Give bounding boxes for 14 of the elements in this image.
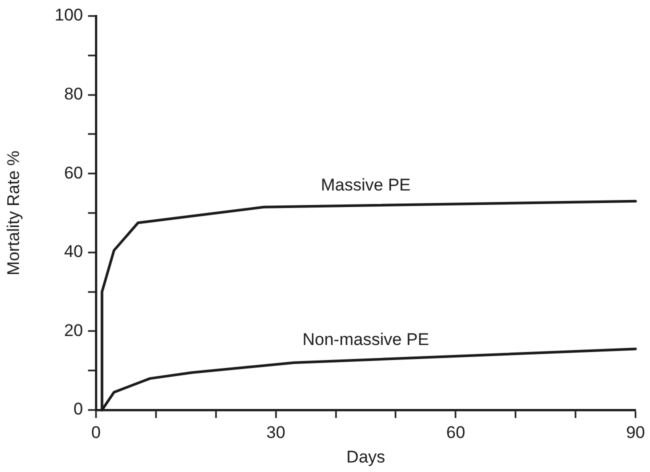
- y-tick-label: 60: [64, 163, 83, 182]
- x-axis-title: Days: [346, 447, 386, 466]
- x-tick-label: 0: [91, 422, 101, 442]
- y-axis-title: Mortality Rate %: [4, 150, 23, 276]
- x-tick-label: 60: [446, 422, 466, 442]
- series-label: Non-massive PE: [302, 330, 430, 349]
- x-tick-label: 30: [266, 422, 286, 442]
- y-tick-label: 80: [64, 84, 83, 104]
- x-tick-label: 90: [626, 422, 646, 442]
- y-tick-label: 40: [64, 242, 83, 262]
- y-tick-label: 100: [54, 6, 83, 25]
- y-tick-label: 0: [74, 400, 83, 419]
- y-tick-label: 20: [64, 320, 83, 340]
- series-label: Massive PE: [320, 175, 411, 194]
